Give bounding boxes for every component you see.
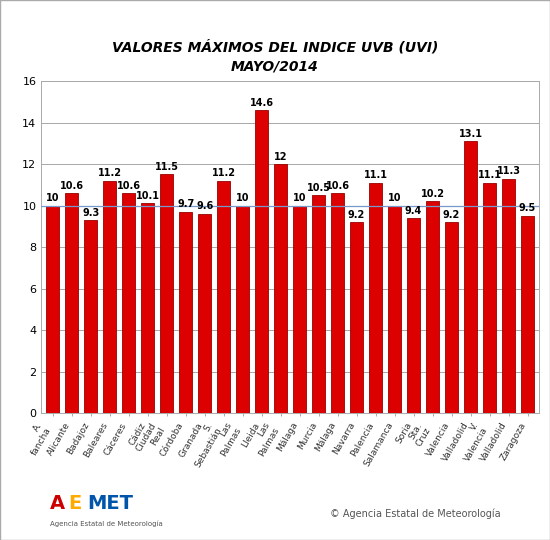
Bar bbox=[84, 220, 97, 413]
Bar bbox=[293, 206, 306, 413]
Bar bbox=[445, 222, 458, 413]
Bar bbox=[502, 179, 515, 413]
Text: 10: 10 bbox=[236, 193, 249, 203]
Text: 10.2: 10.2 bbox=[421, 189, 444, 199]
Bar bbox=[350, 222, 363, 413]
Text: 12: 12 bbox=[274, 152, 288, 161]
Text: 13.1: 13.1 bbox=[459, 129, 482, 139]
Text: MET: MET bbox=[87, 494, 133, 513]
Bar bbox=[521, 216, 534, 413]
Bar bbox=[141, 204, 155, 413]
Text: 9.5: 9.5 bbox=[519, 204, 536, 213]
Bar bbox=[122, 193, 135, 413]
Bar bbox=[369, 183, 382, 413]
Text: 10: 10 bbox=[388, 193, 402, 203]
Text: E: E bbox=[69, 494, 82, 513]
Text: 10: 10 bbox=[293, 193, 306, 203]
Text: 10.1: 10.1 bbox=[136, 191, 160, 201]
Text: © Agencia Estatal de Meteorología: © Agencia Estatal de Meteorología bbox=[330, 509, 500, 519]
Text: 10: 10 bbox=[46, 193, 59, 203]
Text: 9.6: 9.6 bbox=[196, 201, 213, 211]
Text: 10.6: 10.6 bbox=[59, 180, 84, 191]
Text: 10.6: 10.6 bbox=[326, 180, 350, 191]
Bar bbox=[274, 164, 287, 413]
Bar bbox=[464, 141, 477, 413]
Text: A: A bbox=[50, 494, 65, 513]
Bar bbox=[426, 201, 439, 413]
Text: 9.4: 9.4 bbox=[405, 206, 422, 215]
Text: 10.5: 10.5 bbox=[306, 183, 331, 193]
Bar bbox=[217, 180, 230, 413]
Bar bbox=[331, 193, 344, 413]
Text: 11.1: 11.1 bbox=[364, 170, 388, 180]
Text: MAYO/2014: MAYO/2014 bbox=[231, 60, 319, 74]
Text: 9.7: 9.7 bbox=[177, 199, 194, 210]
Bar bbox=[65, 193, 78, 413]
Bar bbox=[388, 206, 402, 413]
Bar bbox=[483, 183, 496, 413]
Bar bbox=[46, 206, 59, 413]
Text: 11.5: 11.5 bbox=[155, 162, 179, 172]
Text: 11.2: 11.2 bbox=[98, 168, 122, 178]
Bar bbox=[160, 174, 173, 413]
Bar bbox=[407, 218, 420, 413]
Text: 9.3: 9.3 bbox=[82, 207, 99, 218]
Text: 11.1: 11.1 bbox=[477, 170, 502, 180]
Text: 9.2: 9.2 bbox=[443, 210, 460, 220]
Text: 14.6: 14.6 bbox=[250, 98, 274, 107]
Text: VALORES MÁXIMOS DEL INDICE UVB (UVI): VALORES MÁXIMOS DEL INDICE UVB (UVI) bbox=[112, 40, 438, 55]
Text: 11.2: 11.2 bbox=[212, 168, 235, 178]
Text: 10.6: 10.6 bbox=[117, 180, 141, 191]
Text: 11.3: 11.3 bbox=[497, 166, 521, 176]
Bar bbox=[198, 214, 211, 413]
Text: 9.2: 9.2 bbox=[348, 210, 365, 220]
Bar bbox=[103, 180, 116, 413]
Text: Agencia Estatal de Meteorología: Agencia Estatal de Meteorología bbox=[50, 521, 162, 527]
Bar bbox=[255, 110, 268, 413]
Bar bbox=[312, 195, 325, 413]
Bar bbox=[179, 212, 192, 413]
Bar bbox=[236, 206, 249, 413]
